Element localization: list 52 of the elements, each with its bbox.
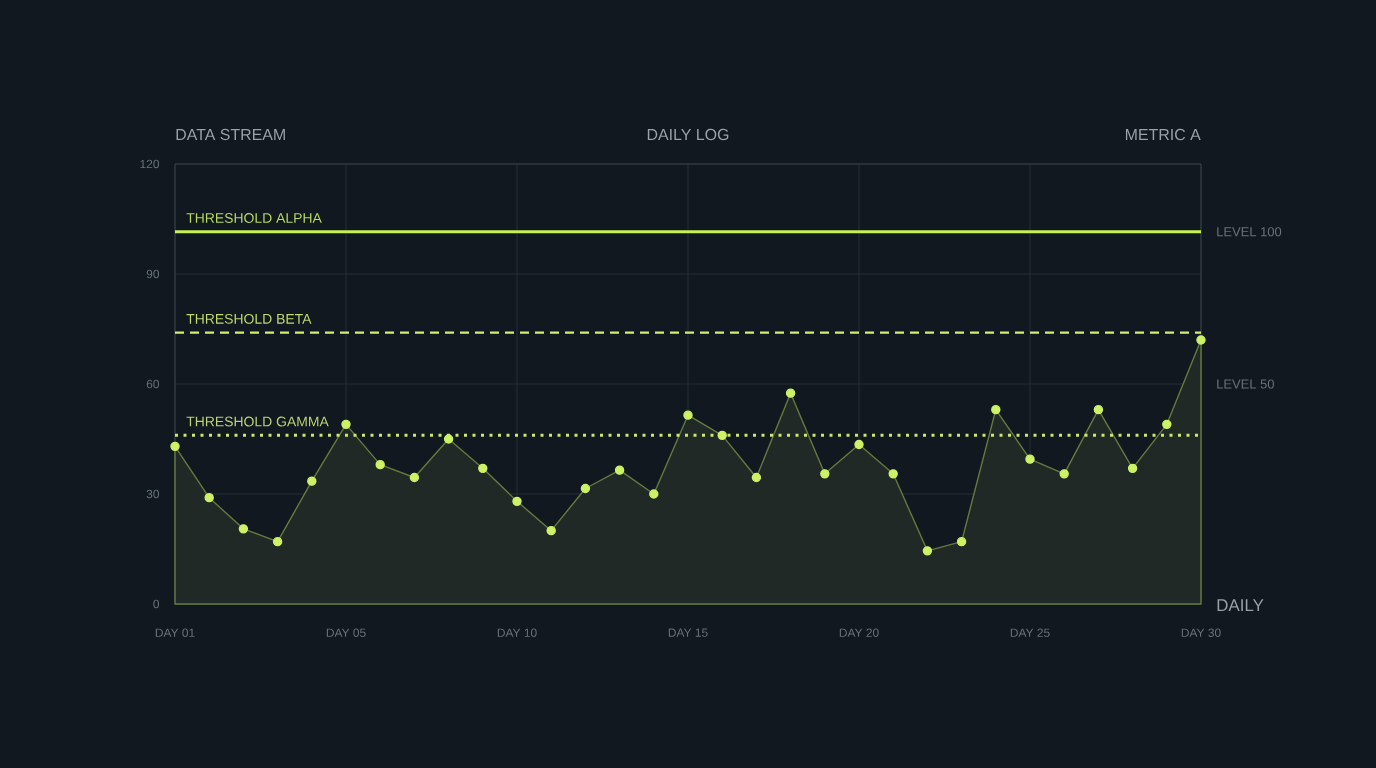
x-tick-label: DAY 01: [155, 628, 195, 637]
point: [204, 492, 214, 503]
point: [1127, 463, 1138, 474]
y-tick-label: 60: [146, 379, 160, 389]
text: LEVEL 100: [1217, 227, 1282, 237]
point: [888, 469, 898, 479]
y-tick-label: 0: [153, 599, 160, 609]
x-axis-title: DAILY: [1217, 599, 1264, 611]
x-tick-label: DAY 30: [1181, 628, 1221, 637]
point: [170, 441, 180, 452]
point: [649, 489, 659, 499]
x-tick-label: DAY 10: [497, 628, 537, 637]
y-tick-label: 90: [146, 269, 160, 279]
point: [1025, 454, 1035, 464]
point: [1196, 335, 1206, 345]
point: [614, 465, 625, 475]
x-tick-label: DAY 15: [668, 628, 708, 637]
point: [478, 463, 488, 474]
point: [1059, 469, 1069, 479]
ref-line-label: THRESHOLD GAMMA: [186, 416, 329, 427]
y-axis-title: DATA STREAM: [176, 128, 285, 141]
point: [751, 472, 762, 483]
point: [785, 388, 796, 398]
point: [512, 496, 522, 507]
chart-title: DAILY LOG: [647, 128, 729, 141]
y2-axis-title: METRIC A: [1125, 128, 1201, 141]
text: LEVEL 50: [1217, 379, 1275, 389]
point: [443, 434, 454, 444]
point: [820, 469, 830, 479]
point: [375, 459, 385, 470]
point: [854, 439, 864, 450]
point: [580, 483, 591, 494]
point: [717, 430, 727, 441]
point: [956, 536, 967, 547]
ref-line-label: THRESHOLD BETA: [186, 313, 312, 324]
point: [546, 525, 556, 536]
x-tick-label: DAY 25: [1010, 628, 1050, 637]
x-tick-label: DAY 05: [326, 628, 366, 637]
point: [307, 476, 317, 486]
point: [409, 472, 420, 483]
x-tick-label: DAY 20: [839, 628, 879, 637]
point: [272, 536, 283, 547]
y-tick-label: 30: [146, 489, 160, 499]
point: [991, 404, 1001, 415]
point: [238, 524, 249, 534]
point: [1093, 404, 1104, 415]
point: [1162, 419, 1172, 430]
point: [922, 546, 933, 556]
point: [683, 410, 693, 420]
point: [341, 419, 351, 430]
y-tick-label: 120: [140, 159, 160, 169]
ref-line-label: THRESHOLD ALPHA: [186, 213, 322, 223]
